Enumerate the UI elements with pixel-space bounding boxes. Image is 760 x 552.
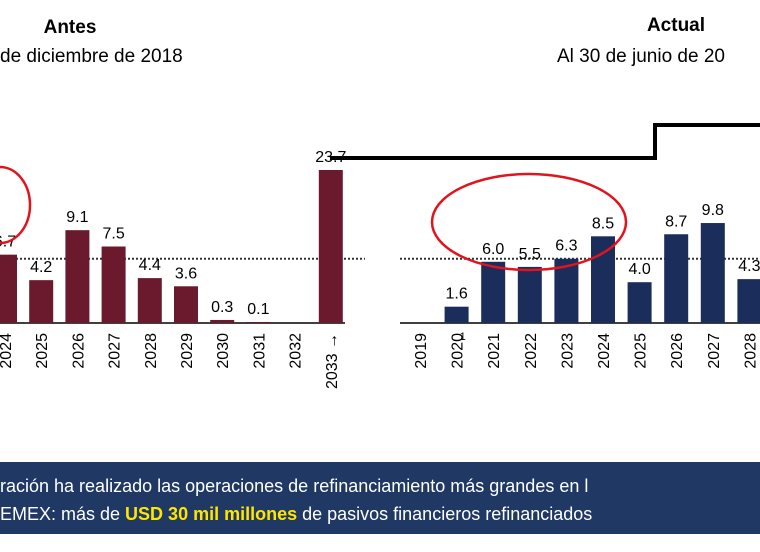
x-tick-label: 2028 — [143, 333, 160, 369]
bar — [700, 223, 725, 323]
data-label: 9.1 — [66, 209, 88, 226]
data-label: 5.5 — [519, 246, 541, 263]
x-tick-label: 2021 — [486, 333, 503, 369]
data-label: 8.5 — [592, 215, 614, 232]
data-label: 1.6 — [445, 286, 467, 303]
bar — [137, 278, 162, 323]
banner — [0, 462, 760, 534]
chart-subtitle: de diciembre de 2018 — [0, 46, 183, 67]
x-tick-label: 2029 — [179, 333, 196, 369]
x-tick-label: 2024 — [0, 333, 15, 369]
x-tick-label: 2020 — [450, 333, 467, 369]
x-tick-label: 2026 — [669, 333, 686, 369]
highlight-ellipse — [430, 172, 628, 272]
x-tick-label: 2031 — [251, 333, 268, 369]
data-label: 6.3 — [555, 238, 577, 255]
bar — [481, 261, 506, 323]
bar — [444, 306, 469, 323]
banner-text: ración ha realizado las operaciones de r… — [0, 476, 588, 496]
footnote-mark: 1 — [460, 331, 466, 343]
bar — [517, 266, 542, 323]
connector — [330, 123, 760, 160]
x-tick-label: 2026 — [70, 333, 87, 369]
bar — [246, 321, 271, 323]
x-tick-label: 2025 — [34, 333, 51, 369]
data-label: 0.3 — [211, 299, 233, 316]
x-tick-label: 2027 — [706, 333, 723, 369]
banner-text: de pasivos financieros refinanciados — [297, 504, 592, 524]
bar — [210, 319, 235, 323]
data-label: 9.8 — [702, 202, 724, 219]
bar — [29, 280, 54, 323]
x-tick-label: 2025 — [633, 333, 650, 369]
data-label: 4.4 — [139, 257, 161, 274]
data-label: 8.7 — [665, 213, 687, 230]
bar — [737, 279, 760, 323]
x-tick-label: 2030 — [215, 333, 232, 369]
bar — [627, 282, 652, 323]
chart-title: Antes — [44, 17, 97, 38]
data-label: 3.6 — [175, 265, 197, 282]
bar — [174, 286, 198, 323]
bar — [0, 254, 17, 323]
chart-subtitle: Al 30 de junio de 20 — [557, 46, 725, 67]
banner-text: EMEX: más de — [0, 504, 125, 524]
bar — [591, 236, 615, 323]
data-label: 6.0 — [482, 241, 504, 258]
data-label: 4.2 — [30, 259, 52, 276]
highlight-ellipse — [0, 165, 32, 245]
data-label: 7.5 — [102, 226, 124, 243]
banner-highlight: USD 30 mil millones — [125, 504, 297, 524]
bar — [65, 230, 90, 323]
x-tick-label: 2023 — [559, 333, 576, 369]
banner-text: EMEX: más de USD 30 mil millones de pasi… — [0, 504, 592, 524]
bar — [101, 246, 126, 323]
x-tick-label: 2024 — [596, 333, 613, 369]
data-label: 0.1 — [247, 301, 269, 318]
bar — [554, 258, 579, 323]
x-tick-label: 2027 — [107, 333, 124, 369]
x-tick-label: 2028 — [742, 333, 759, 369]
x-tick-label: 2032 — [288, 333, 305, 369]
bar — [664, 234, 689, 323]
data-label: 4.3 — [738, 258, 760, 275]
chart-title: Actual — [647, 15, 705, 36]
x-tick-label: 2019 — [413, 333, 430, 369]
bar — [318, 170, 343, 323]
x-tick-label: 2033 → — [324, 333, 341, 389]
x-tick-label: 2022 — [523, 333, 540, 369]
data-label: 4.0 — [628, 261, 650, 278]
